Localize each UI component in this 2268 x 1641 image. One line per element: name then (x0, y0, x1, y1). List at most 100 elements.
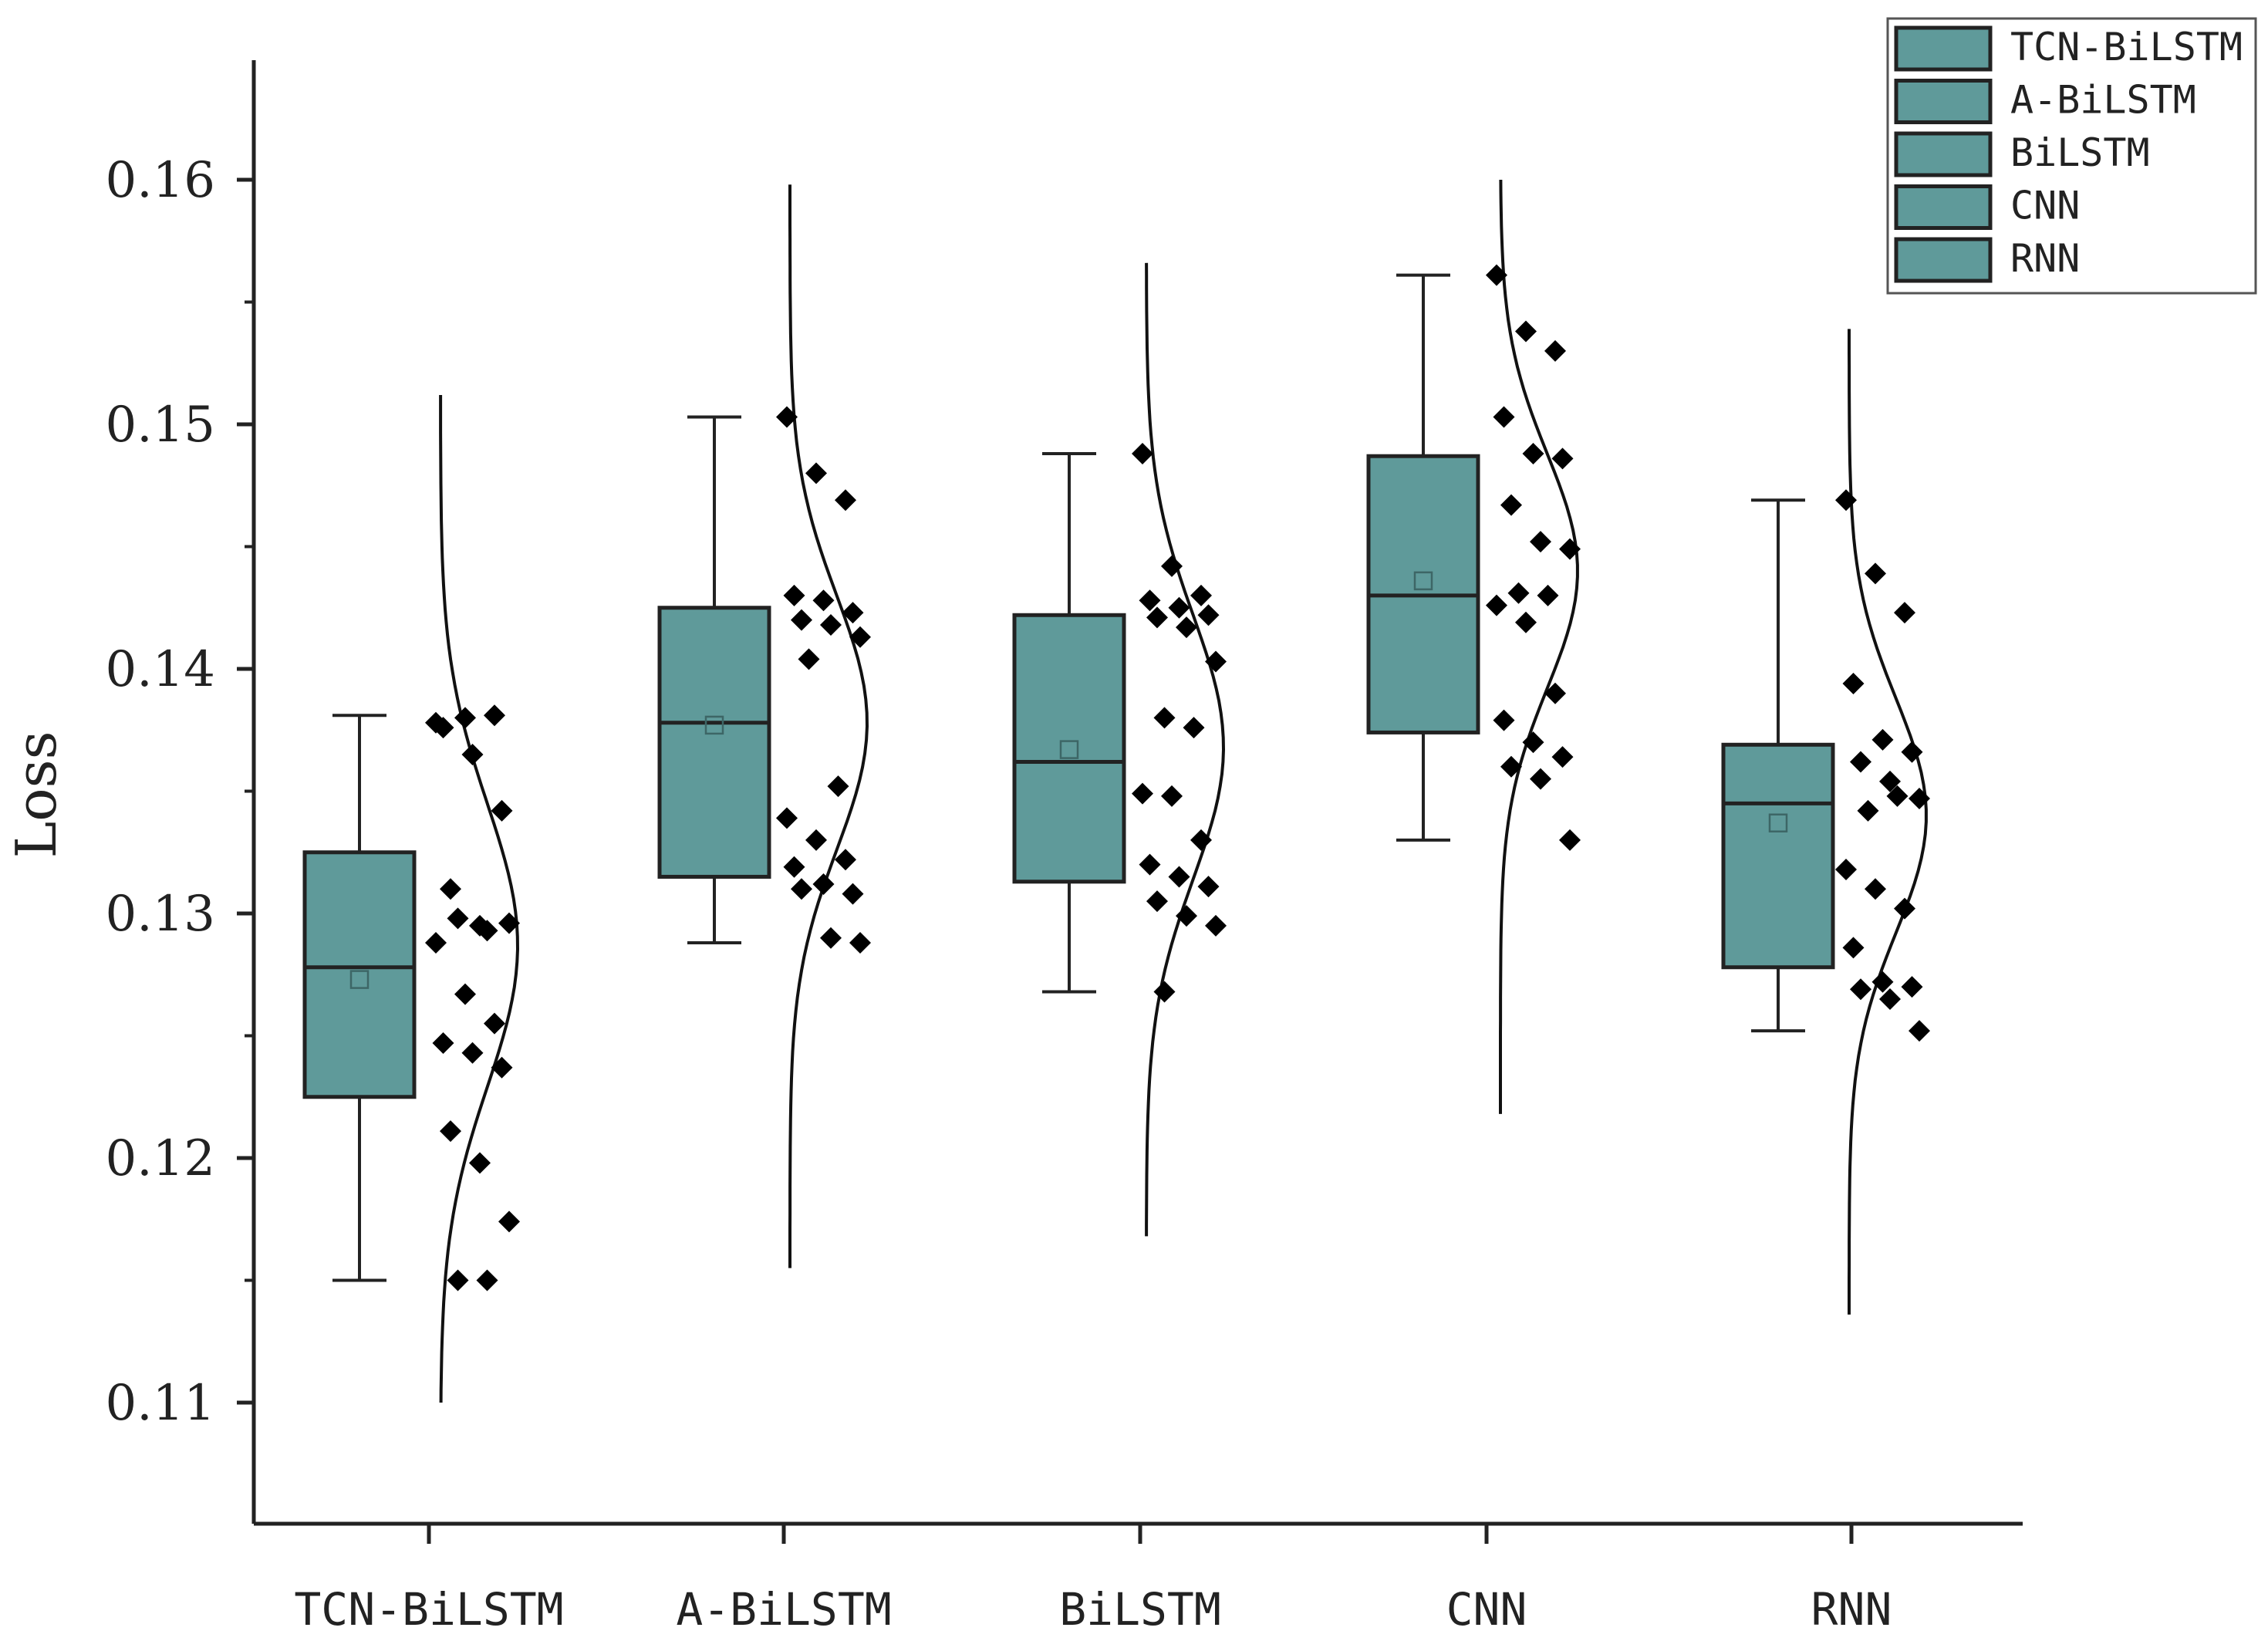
series-group (657, 184, 871, 1268)
data-point (1857, 799, 1879, 822)
data-point (1161, 555, 1183, 577)
data-point (484, 1012, 505, 1035)
plot-area (302, 179, 1930, 1403)
data-point (1132, 782, 1153, 805)
x-tick-label: RNN (1811, 1583, 1892, 1636)
mean-marker (1413, 571, 1433, 591)
data-point (842, 602, 864, 624)
data-point (1850, 751, 1871, 773)
series-group (1012, 262, 1227, 1237)
series-group (1721, 329, 1930, 1315)
data-point (1146, 606, 1168, 629)
data-point (1197, 604, 1220, 626)
x-tick-label: BiLSTM (1059, 1583, 1221, 1636)
data-point (1190, 584, 1212, 606)
x-tick-label: A-BiLSTM (676, 1583, 891, 1636)
data-point (432, 1032, 454, 1055)
data-point (454, 983, 476, 1005)
legend-swatch (1894, 131, 1993, 177)
data-point (776, 406, 798, 428)
data-point (1183, 717, 1205, 739)
legend-label: BiLSTM (2010, 130, 2150, 175)
legend-swatch (1894, 237, 1993, 283)
y-tick-label: 0.12 (106, 1130, 216, 1187)
data-point (849, 626, 871, 648)
x-tick-label: TCN-BiLSTM (294, 1583, 563, 1636)
data-point (1493, 709, 1515, 731)
data-point (1879, 988, 1901, 1010)
data-point (1486, 264, 1507, 286)
data-point (1909, 1020, 1930, 1042)
data-point (432, 717, 454, 739)
data-point (440, 1120, 461, 1143)
data-point (1530, 768, 1551, 790)
mean-marker (704, 715, 724, 735)
data-point (1205, 650, 1227, 673)
data-point (1507, 582, 1530, 604)
mean-marker (349, 970, 370, 989)
data-point (1551, 746, 1574, 768)
y-tick-label: 0.14 (106, 641, 216, 698)
data-point (1161, 785, 1183, 807)
data-point (1530, 531, 1551, 553)
data-point (447, 1269, 469, 1292)
legend-label: RNN (2010, 236, 2080, 281)
data-point (783, 584, 805, 606)
data-point (835, 849, 856, 871)
data-point (1515, 320, 1537, 343)
data-point (1168, 866, 1190, 888)
data-point (1168, 596, 1190, 619)
distribution-curve (788, 184, 869, 1268)
data-point (1522, 443, 1544, 465)
data-point (1176, 616, 1197, 639)
data-point (812, 873, 835, 895)
data-point (425, 932, 447, 954)
data-point (1139, 853, 1161, 876)
data-point (791, 609, 812, 631)
data-point (842, 883, 864, 905)
x-tick-label: CNN (1446, 1583, 1527, 1636)
data-point (1197, 876, 1220, 898)
data-point (1842, 937, 1865, 959)
data-point (1901, 976, 1923, 998)
series-group (1366, 179, 1581, 1114)
y-tick-label: 0.13 (106, 886, 216, 943)
data-point (1515, 611, 1537, 633)
distribution-curve (1848, 329, 1928, 1315)
data-point (1493, 406, 1515, 428)
data-point (1886, 785, 1909, 807)
data-point (805, 829, 827, 851)
data-point (1153, 981, 1176, 1003)
data-point (1176, 905, 1197, 927)
data-point (454, 707, 476, 729)
data-point (1909, 788, 1930, 810)
distribution-curve (1499, 179, 1579, 1114)
iqr-box (302, 850, 417, 1099)
data-point (461, 1042, 484, 1064)
data-point (835, 489, 856, 512)
data-point (1500, 755, 1522, 778)
data-point (820, 613, 842, 636)
data-point (1865, 878, 1886, 900)
legend-swatch (1894, 79, 1993, 124)
data-point (498, 1210, 520, 1233)
data-point (498, 912, 520, 934)
data-point (1894, 897, 1915, 920)
y-axis-title: Loss (4, 731, 69, 858)
data-point (440, 878, 461, 900)
data-point (476, 920, 498, 942)
data-point (1537, 584, 1559, 606)
axes: 0.11 0.12 0.13 0.14 0.15 0.16 TCN-BiLSTM A-BiL… (4, 60, 2023, 1636)
data-point (1871, 728, 1894, 751)
iqr-box (657, 606, 771, 879)
data-point (447, 907, 469, 930)
legend-swatch (1894, 25, 1993, 72)
data-point (798, 648, 820, 670)
mean-marker (1059, 740, 1079, 759)
distribution-curve (1145, 262, 1226, 1237)
data-point (849, 932, 871, 954)
data-point (1153, 707, 1176, 729)
data-point (776, 807, 798, 829)
legend-label: A-BiLSTM (2010, 78, 2196, 123)
